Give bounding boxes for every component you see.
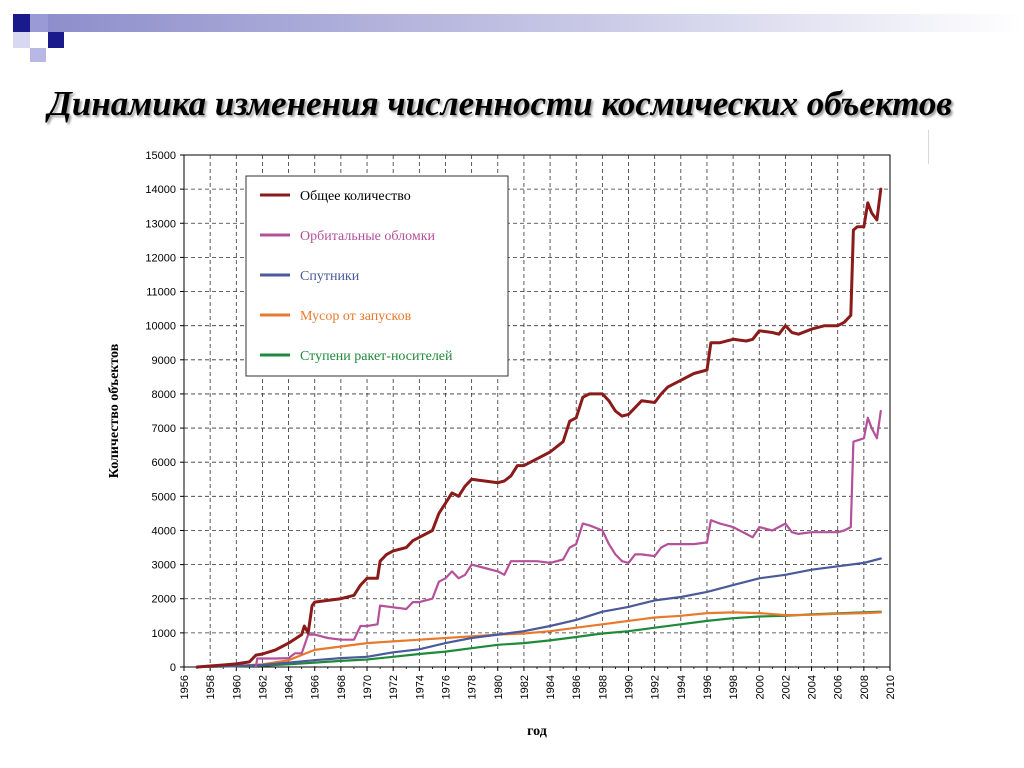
- chart-axes: 1956 1958 1960 1962 1964 1966 1968 1970 1972 1974…: [145, 150, 897, 699]
- x-tick-label: 1966: [310, 675, 322, 699]
- x-tick-label: 2000: [754, 675, 766, 699]
- x-tick-label: 1988: [597, 675, 609, 699]
- x-tick-label: 1990: [624, 675, 636, 699]
- x-tick-label: 1980: [493, 675, 505, 699]
- y-tick-label: 11000: [146, 287, 176, 299]
- y-tick-label: 5000: [152, 491, 176, 503]
- legend-label: Ступени ракет-носителей: [300, 349, 453, 364]
- x-tick-label: 1964: [284, 675, 296, 699]
- x-tick-label: 1960: [231, 675, 243, 699]
- y-tick-label: 12000: [145, 252, 176, 264]
- y-tick-label: 3000: [152, 560, 176, 572]
- y-tick-label: 14000: [145, 184, 176, 196]
- x-tick-label: 1968: [336, 675, 348, 699]
- legend-label: Мусор от запусков: [300, 309, 412, 324]
- x-axis-label: год: [527, 724, 547, 739]
- x-tick-label: 1984: [545, 675, 557, 699]
- legend-label: Орбитальные обломки: [300, 229, 435, 244]
- y-tick-label: 4000: [152, 525, 176, 537]
- y-tick-label: 1000: [152, 628, 176, 640]
- y-tick-label: 15000: [145, 150, 176, 162]
- x-tick-label: 1998: [728, 675, 740, 699]
- chart-legend: Общее количество Орбитальные обломки Спутн…: [245, 175, 509, 377]
- x-tick-label: 2002: [780, 675, 792, 699]
- legend-label: Спутники: [300, 269, 360, 284]
- series-line: [195, 187, 883, 669]
- y-tick-label: 6000: [152, 457, 176, 469]
- x-tick-label: 2010: [885, 675, 897, 699]
- x-tick-label: 1970: [362, 675, 374, 699]
- x-tick-label: 1956: [179, 675, 191, 699]
- x-tick-label: 1986: [571, 675, 583, 699]
- y-tick-label: 7000: [152, 423, 176, 435]
- x-tick-label: 1974: [414, 675, 426, 699]
- x-tick-label: 2006: [833, 675, 845, 699]
- series-line: [196, 611, 882, 669]
- series-line: [254, 409, 882, 669]
- y-tick-label: 2000: [152, 594, 176, 606]
- x-tick-label: 1976: [440, 675, 452, 699]
- series-line: [196, 610, 882, 669]
- x-tick-label: 1978: [467, 675, 479, 699]
- y-tick-label: 0: [170, 662, 176, 674]
- x-tick-label: 1982: [519, 675, 531, 699]
- x-tick-label: 1958: [205, 675, 217, 699]
- x-tick-label: 2004: [807, 675, 819, 699]
- y-axis-label: Количество объектов: [107, 343, 122, 478]
- y-tick-label: 8000: [152, 389, 176, 401]
- chart-series: [195, 187, 883, 669]
- x-tick-label: 1992: [650, 675, 662, 699]
- x-tick-label: 1994: [676, 675, 688, 699]
- x-tick-label: 2008: [859, 675, 871, 699]
- y-tick-label: 9000: [152, 355, 176, 367]
- x-tick-label: 1996: [702, 675, 714, 699]
- y-tick-label: 10000: [145, 321, 176, 333]
- x-tick-label: 1972: [388, 675, 400, 699]
- legend-label: Общее количество: [300, 189, 411, 204]
- slide-title: Динамика изменения численности космическ…: [47, 84, 953, 123]
- x-tick-label: 1962: [257, 675, 269, 699]
- series-line: [196, 557, 882, 669]
- slide-corner-decoration: [13, 0, 1024, 62]
- title-divider: [928, 130, 929, 164]
- y-tick-label: 13000: [145, 218, 176, 230]
